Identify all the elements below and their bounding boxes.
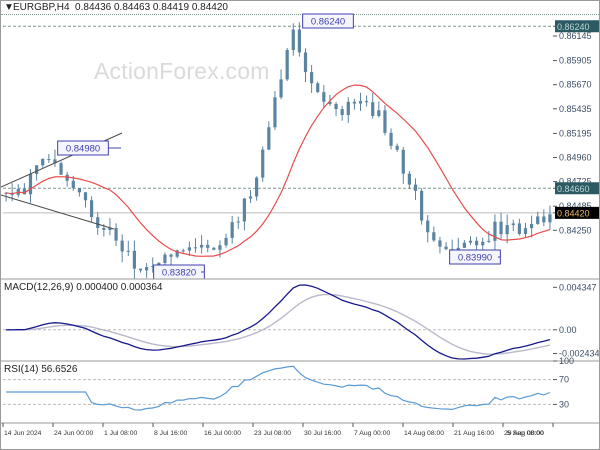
svg-text:0.85195: 0.85195 xyxy=(559,128,592,138)
svg-text:0.85670: 0.85670 xyxy=(559,80,592,90)
svg-text:14 Jun 2024: 14 Jun 2024 xyxy=(4,430,42,437)
svg-text:0.83820: 0.83820 xyxy=(162,268,196,279)
svg-text:5 Sep 08:00: 5 Sep 08:00 xyxy=(507,430,544,437)
svg-text:30: 30 xyxy=(559,399,569,409)
svg-text:0.84420: 0.84420 xyxy=(557,208,590,218)
svg-text:30 Jul 16:00: 30 Jul 16:00 xyxy=(304,430,341,437)
svg-text:0.83990: 0.83990 xyxy=(458,253,492,264)
svg-text:1 Jul 08:00: 1 Jul 08:00 xyxy=(104,430,137,437)
svg-text:8 Jul 16:00: 8 Jul 16:00 xyxy=(154,430,187,437)
svg-text:14 Aug 08:00: 14 Aug 08:00 xyxy=(404,430,444,437)
svg-text:21 Aug 16:00: 21 Aug 16:00 xyxy=(454,430,494,437)
svg-text:0.86240: 0.86240 xyxy=(311,17,345,28)
svg-text:24 Jun 00:00: 24 Jun 00:00 xyxy=(54,430,94,437)
svg-text:7 Aug 00:00: 7 Aug 00:00 xyxy=(354,430,391,437)
svg-text:0.85435: 0.85435 xyxy=(559,104,592,114)
svg-text:0.84250: 0.84250 xyxy=(559,225,592,235)
svg-text:0.85905: 0.85905 xyxy=(559,56,592,66)
svg-text:0.004347: 0.004347 xyxy=(559,282,597,292)
svg-text:0.84960: 0.84960 xyxy=(559,152,592,162)
svg-text:16 Jul 00:00: 16 Jul 00:00 xyxy=(204,430,241,437)
svg-text:0.84980: 0.84980 xyxy=(66,144,100,155)
svg-text:100: 100 xyxy=(559,356,574,366)
svg-text:0.00: 0.00 xyxy=(559,325,577,335)
svg-text:23 Jul 08:00: 23 Jul 08:00 xyxy=(254,430,291,437)
svg-text:0.86145: 0.86145 xyxy=(559,31,592,41)
svg-text:70: 70 xyxy=(559,375,569,385)
svg-text:0.84660: 0.84660 xyxy=(557,184,590,194)
